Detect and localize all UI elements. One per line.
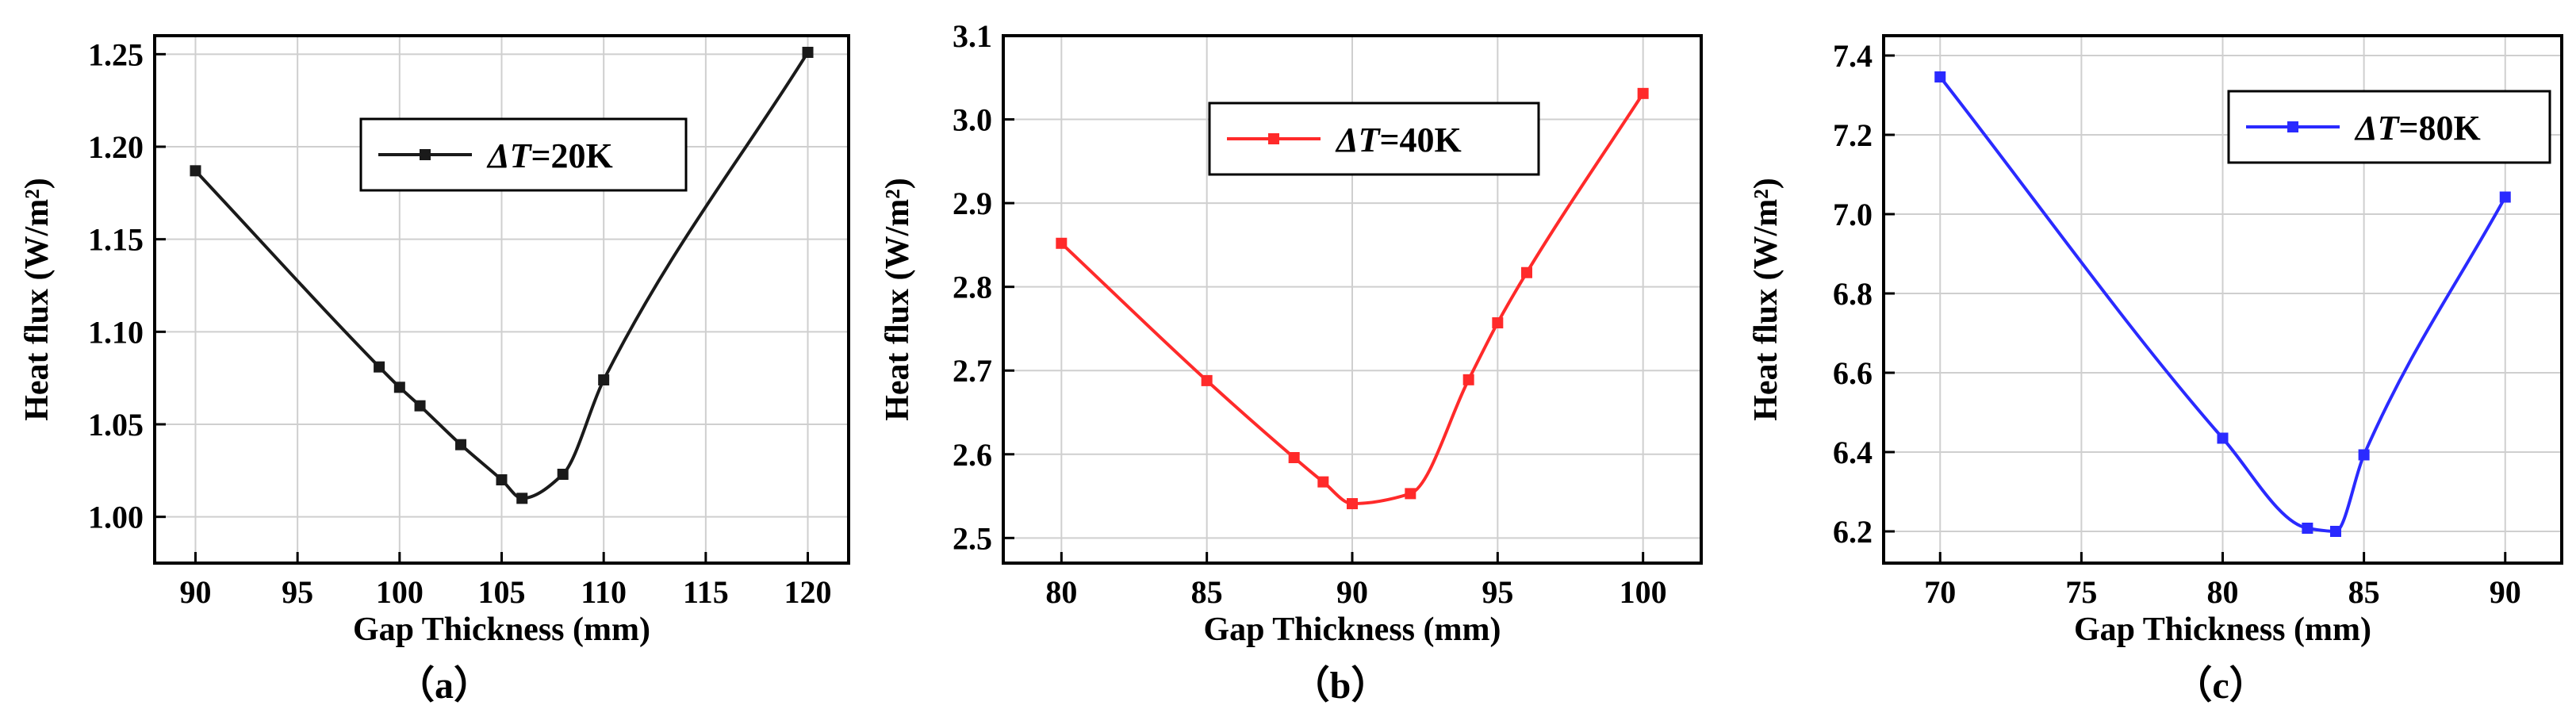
y-tick-label: 1.25 (88, 36, 144, 72)
x-tick-label: 90 (179, 574, 211, 610)
x-tick-label: 100 (376, 574, 424, 610)
y-tick-label: 6.4 (1833, 435, 1873, 470)
data-point (1288, 452, 1300, 463)
data-point (374, 361, 385, 373)
data-point (1462, 374, 1474, 385)
y-tick-label: 6.6 (1833, 355, 1873, 391)
chart-panel-1: 80 85 90 95 100 2.5 2.6 2.7 2.8 2.9 3.0 3.1 Gap Thic… (880, 18, 1703, 707)
x-tick-label: 90 (1336, 574, 1368, 610)
legend-label: ΔT=20K (486, 136, 613, 175)
y-axis-title: Heat flux (W/m²) (1748, 178, 1784, 421)
y-tick-label: 2.8 (953, 270, 992, 305)
data-point (1056, 237, 1068, 249)
data-point (557, 469, 569, 480)
data-point (598, 374, 610, 385)
data-point (1347, 498, 1358, 510)
data-point (2499, 191, 2511, 203)
y-axis-title: Heat flux (W/m²) (880, 178, 916, 421)
x-tick-label: 100 (1620, 574, 1667, 610)
x-axis-title: Gap Thickness (mm) (353, 611, 650, 648)
legend-variable: ΔT (486, 136, 533, 175)
legend-value: =40K (1379, 121, 1461, 159)
data-point (2330, 526, 2341, 537)
data-point (802, 47, 814, 58)
legend-marker (1268, 133, 1279, 144)
grid (1884, 36, 2562, 563)
x-tick-label: 95 (282, 574, 313, 610)
x-tick-label: 75 (2065, 574, 2097, 610)
x-axis-title: Gap Thickness (mm) (1204, 611, 1501, 648)
legend-variable: ΔT (2354, 109, 2401, 148)
legend-marker (420, 149, 431, 160)
legend-marker (2287, 121, 2298, 132)
data-point (414, 400, 426, 412)
x-tick-label: 95 (1482, 574, 1513, 610)
legend: ΔT=80K (2227, 90, 2551, 164)
x-tick-label: 80 (2207, 574, 2239, 610)
legend-label: ΔT=80K (2354, 109, 2481, 148)
y-tick-label: 7.0 (1833, 197, 1873, 232)
legend-value: =80K (2398, 109, 2480, 148)
data-point (1317, 476, 1329, 488)
data-point (1637, 87, 1649, 99)
y-tick-label: 7.4 (1833, 38, 1873, 74)
panel-label: （b） (1292, 665, 1390, 707)
legend-label: ΔT=40K (1335, 121, 1462, 159)
data-point (190, 165, 201, 177)
legend: ΔT=40K (1208, 102, 1540, 176)
legend-value: =20K (531, 136, 612, 175)
x-tick-label: 90 (2490, 574, 2521, 610)
y-tick-label: 2.6 (953, 437, 992, 473)
y-tick-label: 6.8 (1833, 276, 1873, 312)
chart-panel-2: 70 75 80 85 90 6.2 6.4 6.6 6.8 7.0 7.2 7.4 Gap Thick… (1748, 34, 2563, 707)
y-tick-label: 3.0 (953, 102, 992, 138)
data-point (1405, 488, 1416, 500)
x-tick-label: 85 (1191, 574, 1223, 610)
y-tick-label: 1.00 (88, 500, 144, 535)
y-tick-label: 2.9 (953, 186, 992, 221)
data-point (516, 493, 528, 504)
y-tick-label: 2.5 (953, 520, 992, 556)
x-tick-label: 70 (1924, 574, 1956, 610)
data-point (1521, 266, 1532, 278)
y-tick-label: 1.15 (88, 222, 144, 258)
data-point (455, 439, 467, 450)
x-tick-label: 120 (784, 574, 832, 610)
legend: ΔT=20K (359, 117, 688, 192)
y-tick-label: 6.2 (1833, 514, 1873, 550)
x-tick-label: 115 (683, 574, 729, 610)
x-tick-label: 85 (2348, 574, 2380, 610)
data-point (1492, 317, 1504, 329)
x-tick-label: 110 (581, 574, 627, 610)
y-tick-label: 1.10 (88, 314, 144, 350)
data-point (1934, 71, 1946, 82)
data-point (2302, 523, 2313, 534)
legend-variable: ΔT (1335, 121, 1382, 159)
x-tick-label: 80 (1045, 574, 1077, 610)
data-point (393, 381, 405, 393)
data-point (496, 474, 508, 485)
data-point (1201, 374, 1213, 386)
y-tick-label: 3.1 (953, 18, 992, 54)
data-point (2217, 432, 2229, 444)
y-axis-title: Heat flux (W/m²) (19, 178, 56, 421)
data-point (2358, 449, 2370, 461)
x-axis-title: Gap Thickness (mm) (2074, 611, 2371, 648)
y-tick-label: 1.05 (88, 407, 144, 443)
y-tick-label: 2.7 (953, 353, 992, 389)
chart-panel-0: 90 95 100 105 110 115 120 1.00 1.05 1.10 1.15 1.20 1… (19, 34, 850, 707)
y-tick-label: 1.20 (88, 129, 144, 165)
panel-label: （a） (397, 665, 492, 707)
x-tick-label: 105 (478, 574, 526, 610)
panel-label: （c） (2174, 665, 2267, 707)
y-tick-label: 7.2 (1833, 117, 1873, 153)
